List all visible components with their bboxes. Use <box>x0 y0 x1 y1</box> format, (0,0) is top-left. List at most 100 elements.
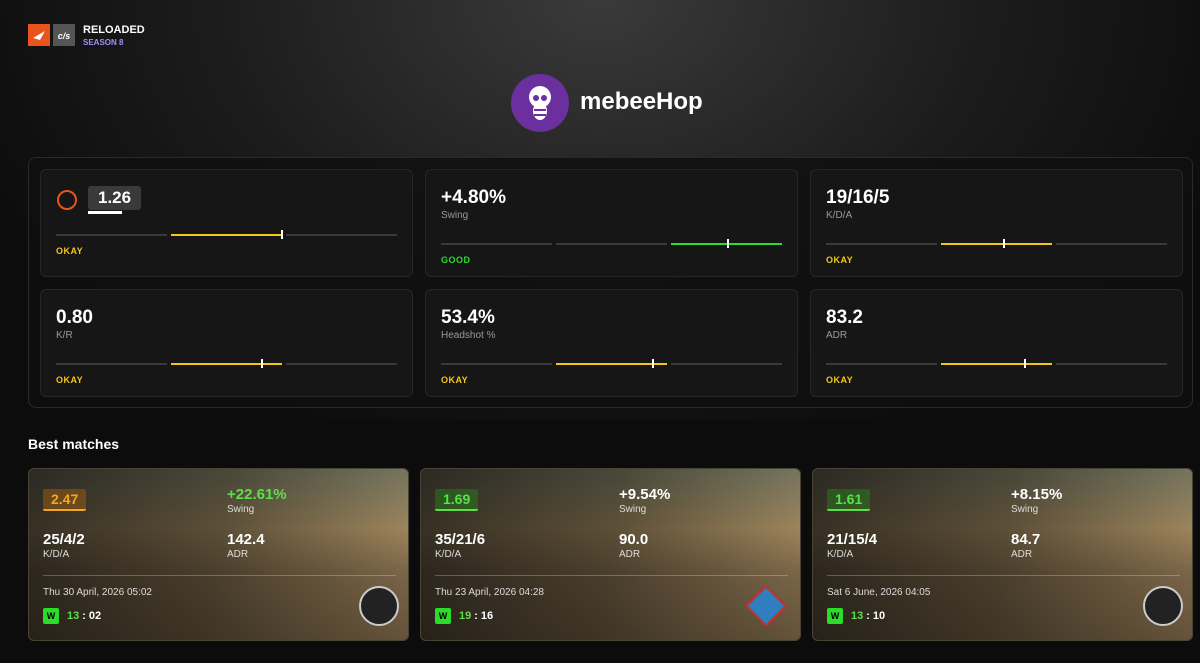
match-card[interactable]: 1.61 +8.15% Swing 21/15/4 K/D/A 84.7 ADR Sat 6 … <box>812 468 1193 641</box>
gauge-segment <box>671 243 782 245</box>
stat-rating: GOOD <box>441 255 471 265</box>
gauge-segment <box>556 243 667 245</box>
stat-card: 53.4% Headshot % OKAY <box>425 289 798 397</box>
match-adr: 90.0 <box>619 531 649 548</box>
match-swing: +8.15% <box>1011 486 1063 503</box>
gauge-segment <box>826 243 937 245</box>
event-badge <box>1143 586 1183 626</box>
rating-icon <box>57 190 77 210</box>
match-rating: 2.47 <box>43 489 87 511</box>
svg-text:c/s: c/s <box>58 31 71 41</box>
brand: RELOADED <box>83 24 145 36</box>
score-sep: : <box>82 610 86 622</box>
match-swing: +22.61% <box>227 486 287 503</box>
score-sep: : <box>866 610 870 622</box>
kda-label: K/D/A <box>827 549 854 560</box>
stat-label: Headshot % <box>441 330 496 341</box>
season: SEASON 8 <box>83 38 124 47</box>
gauge <box>826 239 1167 248</box>
match-date: Sat 6 June, 2026 04:05 <box>827 587 931 598</box>
stat-card: 0.80 K/R OKAY <box>40 289 413 397</box>
gauge-marker <box>1003 239 1006 248</box>
stat-rating: OKAY <box>56 375 84 385</box>
divider <box>435 575 788 576</box>
kda-label: K/D/A <box>43 549 70 560</box>
match-result: W <box>43 608 59 624</box>
stat-value: 53.4% <box>441 307 495 328</box>
score-them: 16 <box>480 610 494 622</box>
score-us: 19 <box>459 610 472 622</box>
match-adr: 84.7 <box>1011 531 1041 548</box>
match-card[interactable]: 1.69 +9.54% Swing 35/21/6 K/D/A 90.0 ADR Thu 23… <box>420 468 801 641</box>
gauge-segment <box>171 234 282 236</box>
event-badge <box>744 584 788 628</box>
gauge-segment <box>56 234 167 236</box>
stat-value: 1.26 <box>88 186 142 210</box>
score-us: 13 <box>851 610 864 622</box>
avatar <box>511 74 569 132</box>
swing-label: Swing <box>619 504 647 515</box>
stat-card: +4.80% Swing GOOD <box>425 169 798 277</box>
stat-card: 19/16/5 K/D/A OKAY <box>810 169 1183 277</box>
gauge-marker <box>652 359 655 368</box>
score-them: 10 <box>872 610 886 622</box>
stat-rating: OKAY <box>56 246 84 256</box>
gauge-segment <box>556 363 667 365</box>
gauge-marker <box>1023 359 1026 368</box>
score-them: 02 <box>88 610 102 622</box>
match-kda: 35/21/6 <box>435 531 486 548</box>
stat-value: 19/16/5 <box>826 187 890 208</box>
stat-rating: OKAY <box>826 375 854 385</box>
match-kda: 21/15/4 <box>827 531 878 548</box>
stat-label: K/R <box>56 330 73 341</box>
gauge-marker <box>260 359 263 368</box>
stat-rating: OKAY <box>826 255 854 265</box>
kda-label: K/D/A <box>435 549 462 560</box>
stat-card: 1.26 OKAY <box>40 169 413 277</box>
value-underline <box>88 211 122 214</box>
section-title: Best matches <box>28 436 120 452</box>
gauge <box>56 359 397 368</box>
player-name: mebeeHop <box>580 88 703 115</box>
gauge-segment <box>1056 363 1167 365</box>
match-swing: +9.54% <box>619 486 671 503</box>
gauge <box>441 239 782 248</box>
divider <box>827 575 1180 576</box>
gauge <box>56 230 397 239</box>
adr-label: ADR <box>619 549 641 560</box>
match-date: Thu 23 April, 2026 04:28 <box>435 587 544 598</box>
gauge-segment <box>1056 243 1167 245</box>
stat-label: K/D/A <box>826 210 853 221</box>
gauge <box>441 359 782 368</box>
divider <box>43 575 396 576</box>
match-result: W <box>827 608 843 624</box>
stat-value: +4.80% <box>441 187 506 208</box>
score-us: 13 <box>67 610 80 622</box>
swing-label: Swing <box>1011 504 1039 515</box>
adr-label: ADR <box>1011 549 1033 560</box>
gauge-segment <box>56 363 167 365</box>
stat-rating: OKAY <box>441 375 469 385</box>
gauge-marker <box>727 239 730 248</box>
adr-label: ADR <box>227 549 249 560</box>
score-sep: : <box>474 610 478 622</box>
stats-panel: 1.26 OKAY +4.80% Swing GOOD 19/16/5 K/D/A OKAY 0… <box>28 157 1193 408</box>
logos: c/s <box>28 24 75 46</box>
match-adr: 142.4 <box>227 531 265 548</box>
gauge-segment <box>671 363 782 365</box>
match-rating: 1.69 <box>435 489 479 511</box>
gauge-segment <box>286 363 397 365</box>
gauge-segment <box>441 243 552 245</box>
gauge-segment <box>441 363 552 365</box>
stat-value: 0.80 <box>56 307 93 328</box>
match-score: 13:10 <box>851 610 885 622</box>
gauge-segment <box>826 363 937 365</box>
event-badge <box>359 586 399 626</box>
gauge-marker <box>281 230 284 239</box>
stat-card: 83.2 ADR OKAY <box>810 289 1183 397</box>
match-card[interactable]: 2.47 +22.61% Swing 25/4/2 K/D/A 142.4 ADR Thu 3… <box>28 468 409 641</box>
match-date: Thu 30 April, 2026 05:02 <box>43 587 152 598</box>
gauge-segment <box>941 363 1052 365</box>
stat-label: Swing <box>441 210 469 221</box>
